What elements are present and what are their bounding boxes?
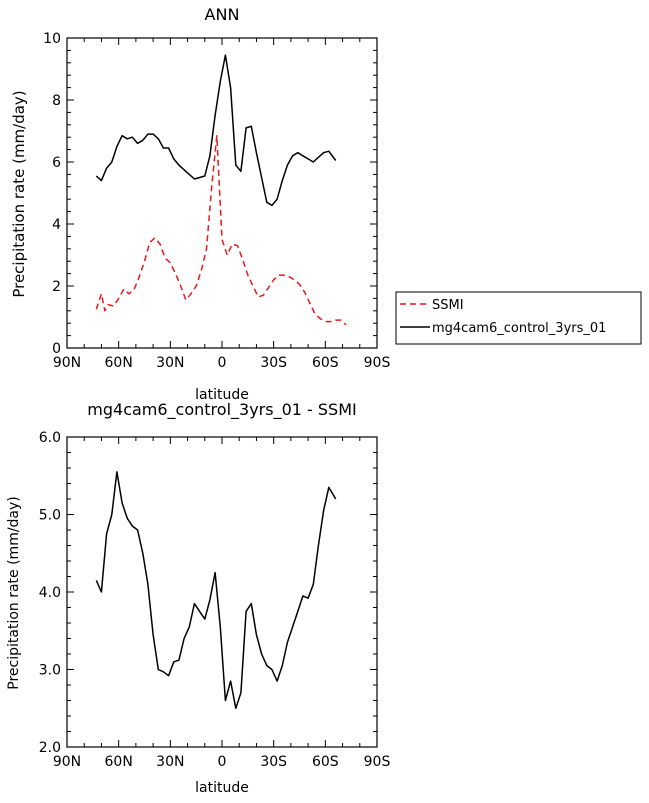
- bottom-y-axis-label: Precipitation rate (mm/day): [6, 496, 22, 690]
- x-tick-label: 60N: [105, 754, 133, 770]
- y-tick-label: 6: [52, 155, 61, 171]
- bottom-chart-title: mg4cam6_control_3yrs_01 - SSMI: [87, 400, 356, 420]
- series-line-mg4cam6-control-3yrs-01-ssmi: [95, 471, 337, 710]
- series-line-mg4cam6-control-3yrs-01: [95, 54, 337, 207]
- y-tick-label: 0: [52, 341, 61, 357]
- x-tick-label: 90S: [364, 355, 391, 371]
- legend: SSMI mg4cam6_control_3yrs_01: [395, 291, 642, 345]
- y-tick-label: 4.0: [39, 585, 61, 601]
- x-tick-label: 60S: [312, 754, 339, 770]
- y-tick-label: 5.0: [39, 508, 61, 524]
- top-y-axis-label: Precipitation rate (mm/day): [10, 90, 28, 297]
- bottom-panel: mg4cam6_control_3yrs_01 - SSMI latitude …: [6, 400, 390, 796]
- y-tick-label: 3.0: [39, 663, 61, 679]
- top-chart-title: ANN: [205, 5, 240, 24]
- legend-label-ssmi: SSMI: [432, 298, 464, 313]
- legend-label-model: mg4cam6_control_3yrs_01: [432, 321, 606, 336]
- top-plot-frame: [66, 37, 378, 349]
- y-tick-label: 2.0: [39, 740, 61, 756]
- x-tick-label: 30N: [156, 355, 184, 371]
- x-tick-label: 0: [218, 754, 227, 770]
- x-tick-label: 90S: [364, 754, 391, 770]
- x-tick-label: 90N: [53, 355, 81, 371]
- x-tick-label: 0: [218, 355, 227, 371]
- bottom-x-axis-label: latitude: [195, 780, 249, 796]
- y-tick-label: 6.0: [39, 430, 61, 446]
- y-tick-label: 10: [43, 31, 61, 47]
- bottom-plot-frame: [66, 436, 378, 748]
- series-line-ssmi: [95, 134, 347, 326]
- x-tick-label: 30S: [260, 355, 287, 371]
- y-tick-label: 4: [52, 217, 61, 233]
- x-tick-label: 90N: [53, 754, 81, 770]
- y-tick-label: 8: [52, 93, 61, 109]
- top-panel: ANN latitude Precipitation rate (mm/day)…: [10, 5, 390, 403]
- x-tick-label: 60N: [105, 355, 133, 371]
- x-tick-label: 30N: [156, 754, 184, 770]
- legend-box: [395, 291, 642, 345]
- y-tick-label: 2: [52, 279, 61, 295]
- top-x-axis-label: latitude: [195, 387, 249, 403]
- x-tick-label: 30S: [260, 754, 287, 770]
- x-tick-label: 60S: [312, 355, 339, 371]
